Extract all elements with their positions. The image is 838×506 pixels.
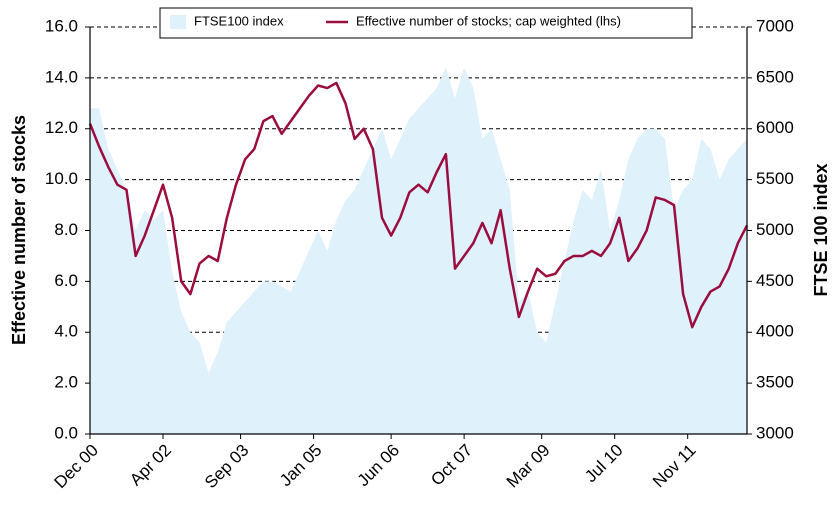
y-tick-label: 8.0 [54,220,78,239]
legend-swatch [170,15,186,29]
y2-tick-label: 6000 [756,118,794,137]
y2-tick-label: 4500 [756,271,794,290]
legend: FTSE100 index Effective number of stocks;… [159,7,693,39]
y2-tick-label: 5500 [756,169,794,188]
y-tick-label: 4.0 [54,322,78,341]
y-axis-title: Effective number of stocks [9,115,29,345]
legend-box [159,7,693,39]
y2-tick-label: 3000 [756,423,794,442]
x-tick-label: Apr 02 [126,441,175,490]
legend-label: FTSE100 index [194,13,284,28]
area [90,67,747,434]
x-tick-label: Jul 10 [581,441,627,487]
y2-axis-title: FTSE 100 index [811,163,831,296]
y2-tick-label: 4000 [756,322,794,341]
y-tick-label: 10.0 [45,169,78,188]
x-tick-label: Nov 11 [649,441,700,492]
y-tick-label: 14.0 [45,67,78,86]
y2-tick-label: 3500 [756,373,794,392]
y-tick-label: 6.0 [54,271,78,290]
x-tick-label: Mar 09 [503,441,554,492]
x-tick-label: Dec 00 [50,441,102,493]
y2-tick-label: 7000 [756,16,794,35]
y2-tick-label: 5000 [756,220,794,239]
x-tick-label: Jan 05 [276,441,326,491]
line [88,81,749,329]
plot-area [88,26,749,434]
x-tick-label: Oct 07 [427,441,476,490]
legend-label: Effective number of stocks; cap weighted… [356,13,621,28]
x-tick-label: Jun 06 [354,441,404,491]
x-tick-label: Sep 03 [201,441,253,493]
y-tick-label: 16.0 [45,16,78,35]
y-tick-label: 0.0 [54,423,78,442]
y2-tick-label: 6500 [756,67,794,86]
y-tick-label: 2.0 [54,373,78,392]
y-tick-label: 12.0 [45,118,78,137]
